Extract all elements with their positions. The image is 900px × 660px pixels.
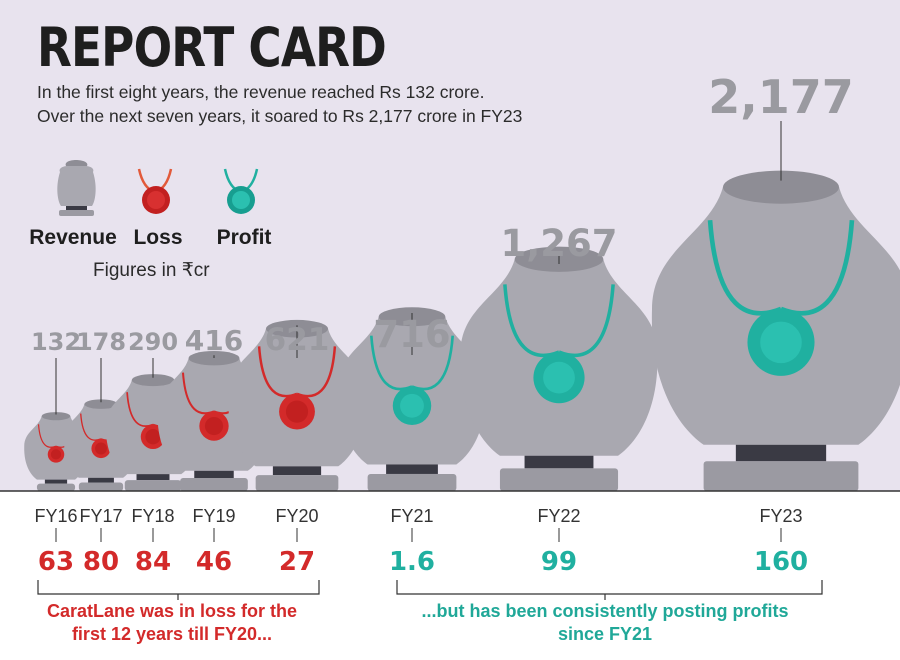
bust-stand-fy18 — [136, 474, 170, 481]
chart-marks: 132 FY16 63 178 FY17 80 290 FY18 84 416 FY19 46 621 F… — [24, 70, 900, 577]
category-label-fy22: FY22 — [537, 506, 580, 526]
pendant-inner-fy17 — [95, 442, 107, 455]
category-label-fy23: FY23 — [759, 506, 802, 526]
bust-stand-fy22 — [524, 455, 594, 469]
bust-base-fy18 — [124, 480, 182, 491]
bust-neck-fy19 — [188, 350, 240, 366]
profit-value-fy23: 160 — [754, 547, 808, 577]
pendant-inner-fy22 — [543, 361, 575, 394]
loss-value-fy19: 46 — [196, 547, 232, 577]
legend-label-profit: Profit — [217, 226, 272, 249]
pendant-inner-fy20 — [285, 400, 309, 423]
legend-label-revenue: Revenue — [29, 226, 117, 249]
chart-title: REPORT CARD — [37, 16, 386, 79]
revenue-label-fy20: 621 — [265, 322, 330, 358]
revenue-label-fy17: 178 — [76, 328, 126, 356]
revenue-label-fy21: 716 — [373, 313, 450, 356]
revenue-label-fy18: 290 — [128, 328, 178, 356]
loss-value-fy17: 80 — [83, 547, 119, 577]
bust-base-fy16 — [36, 483, 76, 491]
category-label-fy18: FY18 — [131, 506, 174, 526]
loss-note-line-1: CaratLane was in loss for the — [47, 601, 297, 621]
category-label-fy17: FY17 — [79, 506, 122, 526]
bust-base-fy17 — [78, 482, 124, 491]
loss-value-fy20: 27 — [279, 547, 315, 577]
pendant-inner-fy18 — [145, 429, 161, 445]
revenue-label-fy19: 416 — [185, 324, 243, 357]
subtitle-line-2: Over the next seven years, it soared to … — [37, 106, 522, 126]
bust-stand-fy16 — [44, 479, 68, 484]
legend-label-loss: Loss — [133, 226, 182, 249]
bust-base-fy22 — [499, 468, 619, 491]
bust-neck-fy16 — [41, 412, 71, 421]
category-label-fy21: FY21 — [390, 506, 433, 526]
revenue-label-fy23: 2,177 — [708, 70, 854, 124]
legend-loss-necklace-icon — [137, 168, 173, 214]
profit-bracket — [396, 580, 823, 595]
bust-base-fy20 — [255, 475, 339, 491]
revenue-label-fy16: 132 — [31, 328, 81, 356]
category-label-fy19: FY19 — [192, 506, 235, 526]
legend-revenue-bust-icon — [57, 160, 96, 216]
bust-neck-fy23 — [722, 170, 840, 204]
bust-neck-fy18 — [131, 374, 175, 387]
revenue-label-fy22: 1,267 — [500, 222, 617, 265]
subtitle-line-1: In the first eight years, the revenue re… — [37, 82, 484, 102]
lower-panel — [0, 491, 900, 660]
legend: Revenue Loss Profit — [29, 160, 271, 249]
pendant-inner-fy19 — [204, 416, 224, 436]
pendant-inner-fy23 — [760, 321, 802, 364]
bust-stand-fy23 — [735, 444, 827, 462]
loss-value-fy18: 84 — [135, 547, 171, 577]
bust-neck-fy17 — [84, 399, 118, 409]
category-label-fy16: FY16 — [34, 506, 77, 526]
units-note: Figures in ₹cr — [93, 260, 210, 281]
bust-base-fy19 — [180, 478, 248, 491]
legend-profit-necklace-icon — [223, 168, 259, 214]
loss-value-fy16: 63 — [38, 547, 74, 577]
bust-stand-fy21 — [386, 464, 438, 474]
pendant-inner-fy16 — [50, 449, 62, 460]
pendant-inner-fy21 — [400, 393, 424, 418]
bust-base-fy23 — [703, 461, 859, 491]
bust-stand-fy19 — [194, 470, 234, 479]
bust-base-fy21 — [367, 473, 457, 491]
bust-stand-fy17 — [88, 477, 114, 483]
profit-value-fy21: 1.6 — [389, 547, 435, 577]
profit-value-fy22: 99 — [541, 547, 577, 577]
category-label-fy20: FY20 — [275, 506, 318, 526]
profit-note-line-2: since FY21 — [558, 624, 652, 644]
bust-stand-fy20 — [272, 466, 322, 476]
profit-note-line-1: ...but has been consistently posting pro… — [421, 601, 788, 621]
loss-note-line-2: first 12 years till FY20... — [72, 624, 272, 644]
